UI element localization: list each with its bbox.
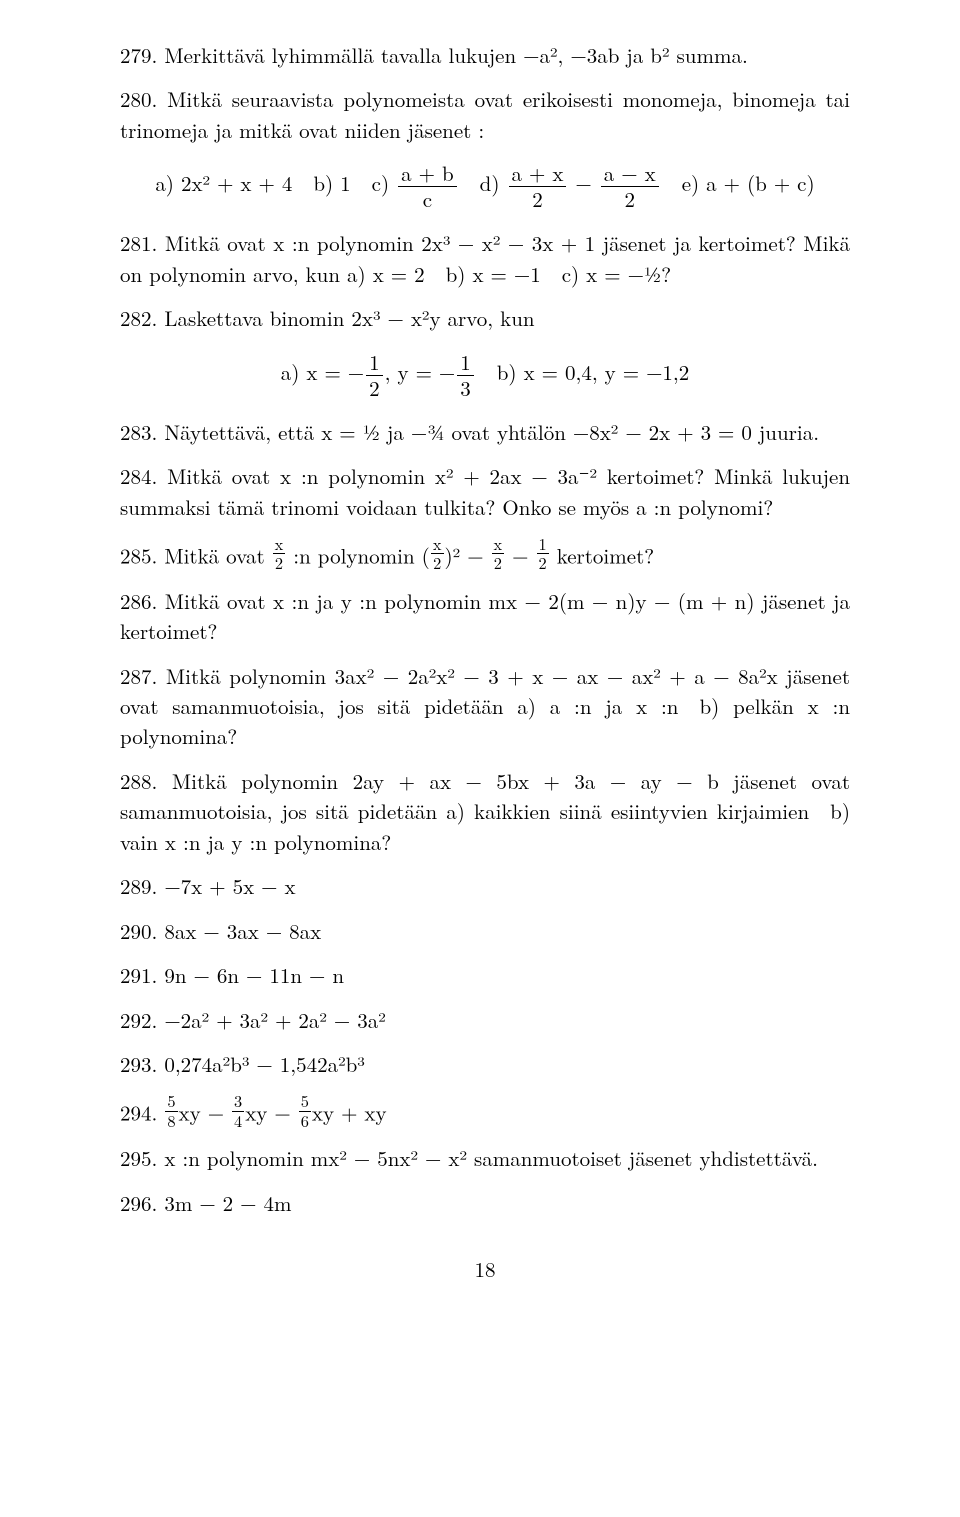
problem-289: 289. −7x + 5x − x: [120, 871, 850, 901]
problem-292: 292. −2a² + 3a² + 2a² − 3a²: [120, 1005, 850, 1035]
fraction-a-plus-b-over-c: a + bc: [398, 163, 457, 210]
problem-280-expressions: a) 2x² + x + 4 b) 1 c) a + bc d) a + x2 …: [120, 163, 850, 210]
problem-282: 282. Laskettava binomin 2x³ − x²y arvo, …: [120, 303, 850, 333]
problem-295: 295. x :n polynomin mx² − 5nx² − x² sama…: [120, 1143, 850, 1173]
problem-283: 283. Näytettävä, että x = ½ ja −¾ ovat y…: [120, 417, 850, 447]
problem-280-text: 280. Mitkä seuraavista polynomeista ovat…: [120, 84, 850, 145]
fraction-x-2-c: x2: [492, 536, 505, 572]
fraction-5-8: 58: [165, 1093, 177, 1129]
problem-284: 284. Mitkä ovat x :n polynomin x² + 2ax …: [120, 461, 850, 522]
fraction-3-4: 34: [232, 1093, 244, 1129]
problem-286: 286. Mitkä ovat x :n ja y :n polynomin m…: [120, 586, 850, 647]
fraction-a-plus-x-over-2: a + x2: [509, 163, 567, 210]
problem-282-expressions: a) x = −12, y = −13 b) x = 0,4, y = −1,2: [120, 352, 850, 399]
problem-279-text: 279. Merkittävä lyhimmällä tavalla lukuj…: [120, 40, 748, 70]
problem-296: 296. 3m − 2 − 4m: [120, 1188, 850, 1218]
fraction-1-2: 12: [366, 352, 383, 399]
problem-288: 288. Mitkä polynomin 2ay + ax − 5bx + 3a…: [120, 766, 850, 857]
fraction-x-2-b: x2: [431, 536, 444, 572]
problem-293: 293. 0,274a²b³ − 1,542a²b³: [120, 1049, 850, 1079]
problem-279: 279. Merkittävä lyhimmällä tavalla lukuj…: [120, 40, 850, 70]
fraction-1-3: 13: [457, 352, 474, 399]
problem-290: 290. 8ax − 3ax − 8ax: [120, 916, 850, 946]
problem-285: 285. Mitkä ovat x2 :n polynomin (x2)² − …: [120, 536, 850, 572]
fraction-a-minus-x-over-2: a − x2: [601, 163, 659, 210]
problem-294: 294. 58xy − 34xy − 56xy + xy: [120, 1093, 850, 1129]
problem-291: 291. 9n − 6n − 11n − n: [120, 960, 850, 990]
problem-281: 281. Mitkä ovat x :n polynomin 2x³ − x² …: [120, 228, 850, 289]
fraction-x-2-a: x2: [273, 536, 286, 572]
problem-287: 287. Mitkä polynomin 3ax² − 2a²x² − 3 + …: [120, 661, 850, 752]
fraction-1-2: 12: [537, 536, 549, 572]
page-number: 18: [120, 1254, 850, 1284]
fraction-5-6: 56: [299, 1093, 311, 1129]
